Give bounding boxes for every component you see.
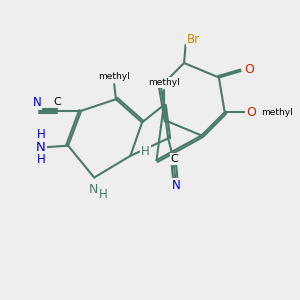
Text: H: H (37, 153, 45, 166)
Text: H: H (99, 188, 108, 201)
Text: methyl: methyl (98, 72, 130, 81)
Text: Br: Br (187, 33, 200, 46)
Text: O: O (244, 63, 254, 76)
Text: C: C (171, 154, 178, 164)
Text: methyl: methyl (148, 78, 180, 87)
Text: N: N (36, 141, 46, 154)
Text: O: O (246, 106, 256, 119)
Text: N: N (33, 96, 41, 109)
Text: methyl: methyl (262, 108, 293, 117)
Text: N: N (89, 183, 98, 196)
Text: H: H (37, 128, 45, 141)
Text: C: C (53, 97, 61, 107)
Text: H: H (141, 145, 150, 158)
Text: N: N (172, 179, 181, 192)
